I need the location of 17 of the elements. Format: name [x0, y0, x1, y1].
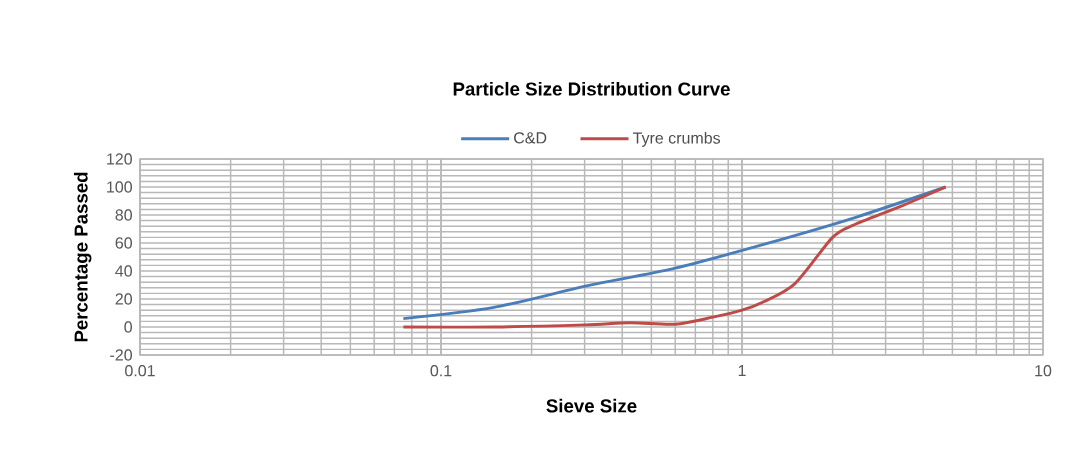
y-tick-label: 60: [115, 237, 132, 249]
legend-label: C&D: [514, 132, 547, 144]
legend-label: Tyre crumbs: [633, 131, 721, 147]
y-tick-label: 80: [115, 209, 132, 221]
y-tick-label: 40: [115, 265, 132, 277]
x-tick-label: 0.1: [430, 365, 452, 377]
x-tick-label: 0.01: [125, 365, 155, 377]
y-axis-title: Percentage Passed: [73, 172, 92, 342]
y-tick-label: 0: [124, 321, 133, 333]
x-axis-title: Sieve Size: [546, 398, 637, 413]
x-tick-label: 10: [1035, 365, 1052, 377]
y-tick-label: 120: [107, 153, 132, 165]
y-tick-label: 100: [107, 181, 132, 193]
chart-title: Particle Size Distribution Curve: [453, 81, 730, 96]
x-tick-label: 1: [738, 365, 746, 377]
y-tick-label: 20: [115, 293, 132, 305]
y-tick-label: -20: [110, 349, 132, 361]
